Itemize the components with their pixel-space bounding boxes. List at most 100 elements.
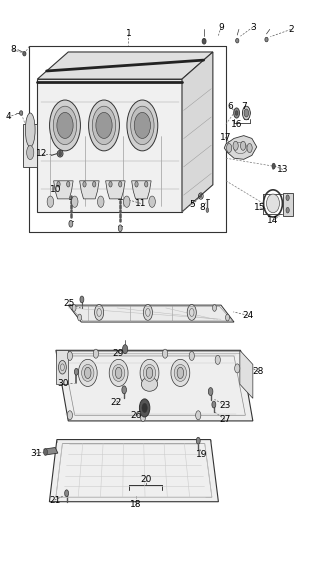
Ellipse shape (141, 377, 158, 392)
Text: 20: 20 (140, 475, 151, 484)
Circle shape (139, 399, 150, 417)
Polygon shape (182, 52, 213, 212)
Circle shape (247, 144, 252, 153)
Circle shape (206, 208, 209, 212)
Ellipse shape (171, 359, 190, 386)
Circle shape (272, 163, 275, 169)
Circle shape (72, 305, 76, 311)
Text: 5: 5 (189, 200, 195, 209)
Text: 27: 27 (219, 415, 230, 424)
Circle shape (200, 194, 202, 198)
Polygon shape (80, 181, 99, 199)
Circle shape (123, 345, 128, 354)
Text: 29: 29 (112, 349, 123, 358)
Text: 31: 31 (30, 449, 42, 458)
Text: 26: 26 (130, 411, 142, 420)
Circle shape (69, 220, 73, 227)
Ellipse shape (25, 113, 35, 147)
Text: 25: 25 (63, 299, 75, 308)
Polygon shape (224, 136, 257, 159)
Circle shape (235, 111, 238, 115)
Text: 2: 2 (288, 25, 294, 34)
Text: 30: 30 (58, 379, 69, 388)
Text: 8: 8 (10, 45, 16, 54)
Circle shape (208, 388, 213, 396)
Ellipse shape (78, 359, 97, 386)
Circle shape (84, 367, 91, 379)
Polygon shape (240, 350, 253, 398)
Polygon shape (23, 124, 37, 167)
Circle shape (226, 314, 229, 321)
Circle shape (203, 39, 205, 44)
Text: 19: 19 (196, 450, 208, 459)
Circle shape (189, 351, 194, 360)
Ellipse shape (20, 111, 23, 115)
Ellipse shape (82, 364, 94, 381)
Circle shape (47, 196, 54, 207)
Text: 11: 11 (135, 199, 147, 208)
Circle shape (80, 296, 84, 303)
Circle shape (187, 305, 196, 320)
Text: 8: 8 (200, 203, 205, 212)
Circle shape (240, 141, 246, 150)
Circle shape (119, 181, 122, 187)
Circle shape (58, 360, 66, 374)
Circle shape (235, 364, 240, 373)
Ellipse shape (140, 359, 159, 386)
Circle shape (196, 437, 200, 444)
Circle shape (140, 412, 146, 421)
Text: 10: 10 (50, 185, 62, 194)
Polygon shape (56, 350, 253, 421)
Text: 28: 28 (253, 367, 264, 376)
Circle shape (177, 367, 184, 379)
Ellipse shape (109, 359, 128, 386)
Circle shape (95, 305, 104, 320)
Ellipse shape (127, 100, 158, 151)
Ellipse shape (53, 106, 77, 145)
Ellipse shape (57, 112, 73, 138)
Circle shape (115, 367, 122, 379)
Circle shape (93, 181, 96, 187)
Polygon shape (44, 447, 58, 455)
Ellipse shape (265, 37, 268, 42)
Circle shape (74, 368, 78, 375)
Text: 15: 15 (254, 203, 266, 212)
Circle shape (65, 490, 69, 497)
Circle shape (118, 225, 122, 232)
Ellipse shape (236, 38, 239, 43)
Circle shape (145, 181, 148, 187)
Ellipse shape (266, 194, 280, 212)
Text: 13: 13 (277, 165, 289, 174)
Circle shape (233, 141, 238, 150)
Polygon shape (132, 181, 151, 199)
Text: 4: 4 (5, 112, 11, 121)
Text: 18: 18 (130, 500, 142, 509)
Circle shape (59, 151, 61, 156)
Circle shape (244, 109, 249, 117)
Circle shape (67, 411, 72, 420)
Text: 23: 23 (219, 401, 230, 410)
Text: 21: 21 (49, 496, 60, 505)
Text: 22: 22 (111, 398, 122, 407)
Circle shape (196, 411, 201, 420)
Circle shape (215, 355, 220, 364)
Ellipse shape (174, 364, 187, 381)
Circle shape (44, 449, 47, 455)
Text: 1: 1 (125, 29, 131, 38)
Ellipse shape (88, 100, 120, 151)
Circle shape (162, 349, 168, 358)
Circle shape (212, 401, 216, 408)
Polygon shape (106, 181, 125, 199)
Circle shape (57, 181, 60, 187)
Ellipse shape (134, 112, 150, 138)
Circle shape (149, 196, 155, 207)
Polygon shape (68, 305, 234, 322)
Circle shape (213, 305, 216, 311)
Circle shape (146, 367, 153, 379)
Polygon shape (56, 350, 68, 384)
Ellipse shape (57, 150, 63, 157)
Text: 3: 3 (250, 23, 256, 32)
Ellipse shape (96, 112, 112, 138)
Circle shape (135, 181, 138, 187)
Text: 24: 24 (242, 311, 253, 320)
